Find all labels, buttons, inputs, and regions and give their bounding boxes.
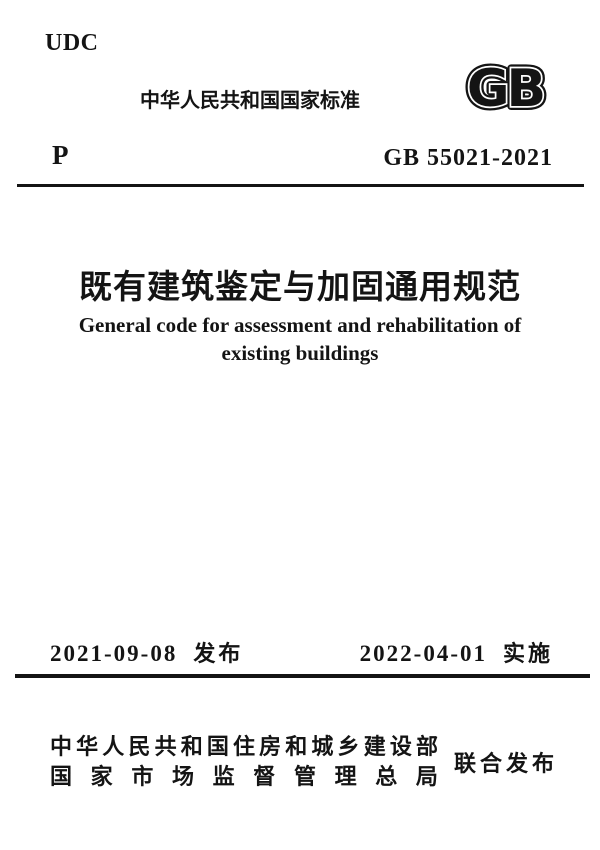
header-title: 中华人民共和国国家标准: [140, 90, 360, 112]
divider-top: [17, 184, 584, 187]
issue-date: 2021-09-08: [50, 641, 178, 666]
divider-bottom: [15, 674, 590, 678]
svg-text:GB: GB: [467, 59, 543, 116]
gb-logo-icon: GB GB GB: [463, 55, 550, 123]
standard-number: GB 55021-2021: [383, 145, 553, 171]
issue-date-group: 2021-09-08 发布: [50, 636, 243, 668]
publisher-line2: 国家市场监督管理总局: [50, 764, 438, 789]
publisher-names: 中华人民共和国住房和城乡建设部 国家市场监督管理总局: [50, 732, 438, 792]
udc-label: UDC: [45, 30, 99, 56]
svg-text:GB: GB: [467, 59, 543, 116]
effective-label: 实施: [502, 641, 553, 666]
svg-text:GB: GB: [467, 59, 543, 116]
publisher-line1: 中华人民共和国住房和城乡建设部: [50, 734, 438, 759]
dates-row: 2021-09-08 发布 2022-04-01 实施: [50, 636, 553, 668]
title-chinese: 既有建筑鉴定与加固通用规范: [79, 270, 521, 306]
issue-label: 发布: [193, 641, 244, 666]
title-english-line2: existing buildings: [221, 341, 379, 365]
effective-date: 2022-04-01: [359, 641, 487, 666]
publisher-block: 中华人民共和国住房和城乡建设部 国家市场监督管理总局 联合发布: [50, 732, 556, 792]
effective-date-group: 2022-04-01 实施: [360, 636, 553, 668]
gb-logo: GB GB GB: [454, 55, 556, 123]
title-english: General code for assessment and rehabili…: [0, 311, 600, 367]
title-english-line1: General code for assessment and rehabili…: [78, 313, 522, 337]
joint-publish-label: 联合发布: [454, 751, 559, 776]
doc-class-label: P: [52, 140, 69, 170]
